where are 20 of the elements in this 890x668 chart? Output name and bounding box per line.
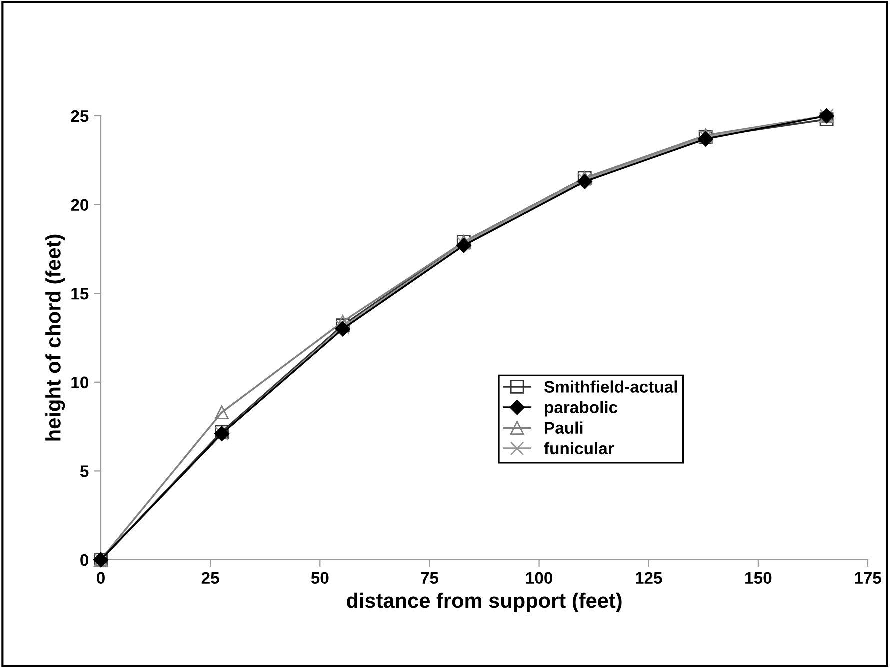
x-tick-label: 50 xyxy=(311,572,329,584)
y-tick-label: 25 xyxy=(71,110,89,122)
y-tick-label: 0 xyxy=(80,554,89,566)
x-tick-label: 0 xyxy=(97,572,105,584)
x-tick-label: 75 xyxy=(421,572,439,584)
legend-label: Pauli xyxy=(545,422,583,434)
legend-label: funicular xyxy=(544,442,614,455)
y-tick-label: 15 xyxy=(72,288,89,300)
y-tick-label: 10 xyxy=(72,376,89,389)
x-axis-title: distance from support (feet) xyxy=(347,592,622,612)
y-tick-label: 20 xyxy=(71,199,89,212)
x-tick-label: 125 xyxy=(636,572,662,584)
legend-label: parabolic xyxy=(545,401,618,417)
y-axis-title: height of chord (feet) xyxy=(46,234,66,441)
x-tick-label: 175 xyxy=(855,572,882,584)
y-tick-label: 5 xyxy=(80,466,89,478)
x-tick-label: 150 xyxy=(746,572,772,584)
x-tick-label: 100 xyxy=(526,572,553,584)
legend-label: Smithfield-actual xyxy=(544,380,678,393)
x-tick-label: 25 xyxy=(202,572,220,584)
